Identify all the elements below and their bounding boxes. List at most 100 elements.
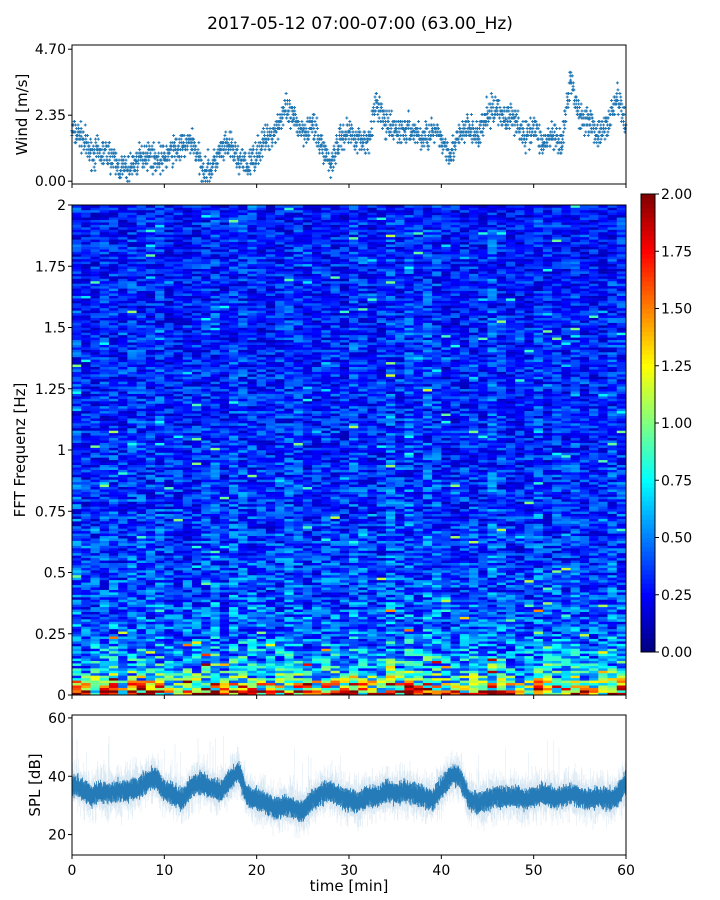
spectrogram-cell (192, 555, 202, 558)
spectrogram-cell (127, 538, 137, 541)
spectrogram-cell (174, 418, 184, 421)
spectrogram-cell (183, 587, 193, 590)
spectrogram-cell (127, 470, 137, 473)
spectrogram-cell (174, 374, 184, 377)
spectrogram-cell (164, 347, 174, 350)
spectrogram-cell (109, 252, 119, 255)
spectrogram-cell (164, 675, 174, 678)
spectrogram-cell (155, 291, 165, 294)
spectrogram-cell (201, 494, 211, 497)
spectrogram-cell (81, 577, 91, 580)
spectrogram-cell (174, 560, 184, 563)
spectrogram-cell (72, 384, 82, 387)
spectrogram-cell (137, 494, 147, 497)
spectrogram-cell (118, 475, 128, 478)
spectrogram-cell (174, 391, 184, 394)
spectrogram-cell (155, 536, 165, 539)
spectrogram-cell (174, 389, 184, 392)
spectrogram-cell (192, 604, 202, 607)
spectrogram-cell (146, 619, 156, 622)
spectrogram-cell (164, 406, 174, 409)
spectrogram-cell (146, 411, 156, 414)
spectrogram-cell (174, 428, 184, 431)
spectrogram-cell (118, 418, 128, 421)
spectrogram-cell (155, 568, 165, 571)
spectrogram-cell (90, 269, 100, 272)
spectrogram-cell (192, 511, 202, 514)
spectrogram-cell (127, 651, 137, 654)
spectrogram-cell (183, 631, 193, 634)
spectrogram-cell (72, 455, 82, 458)
spectrogram-cell (90, 489, 100, 492)
spectrogram-cell (146, 232, 156, 235)
spectrogram-cell (192, 391, 202, 394)
spectrogram-cell (127, 279, 137, 282)
spectrogram-cell (118, 234, 128, 237)
spectrogram-cell (146, 296, 156, 299)
spectrogram-cell (183, 470, 193, 473)
spectrogram-cell (81, 587, 91, 590)
spectrogram-cell (90, 271, 100, 274)
spectrogram-cell (183, 516, 193, 519)
spectrogram-cell (201, 582, 211, 585)
spectrogram-cell (174, 524, 184, 527)
spectrogram-cell (127, 445, 137, 448)
spectrogram-cell (100, 377, 110, 380)
spectrogram-cell (164, 688, 174, 691)
spectrogram-cell (192, 595, 202, 598)
spectrogram-cell (100, 565, 110, 568)
spectrogram-cell (118, 340, 128, 343)
spectrogram-cell (192, 479, 202, 482)
spectrogram-cell (81, 342, 91, 345)
spectrogram-cell (118, 577, 128, 580)
spectrogram-cell (118, 653, 128, 656)
spectrogram-cell (72, 445, 82, 448)
spectrogram-cell (90, 413, 100, 416)
spectrogram-cell (90, 239, 100, 242)
spectrogram-cell (100, 509, 110, 512)
spectrogram-cell (81, 462, 91, 465)
spectrogram-cell (192, 212, 202, 215)
spectrogram-cell (164, 448, 174, 451)
spectrogram-cell (100, 460, 110, 463)
spectrogram-cell (164, 612, 174, 615)
spectrogram-cell (137, 622, 147, 625)
spectrogram-cell (90, 283, 100, 286)
spectrogram-cell (100, 585, 110, 588)
spectrogram-cell (72, 430, 82, 433)
spectrogram-cell (81, 460, 91, 463)
spectrogram-cell (201, 421, 211, 424)
spectrogram-cell (100, 622, 110, 625)
spectrogram-cell (137, 668, 147, 671)
spectrogram-cell (81, 555, 91, 558)
spectrogram-cell (100, 646, 110, 649)
spectrogram-cell (174, 597, 184, 600)
spectrogram-cell (174, 342, 184, 345)
spectrogram-cell (183, 553, 193, 556)
spectrogram-cell (109, 602, 119, 605)
spectrogram-cell (127, 622, 137, 625)
spectrogram-cell (174, 347, 184, 350)
spectrogram-cell (201, 636, 211, 639)
spectrogram-cell (174, 587, 184, 590)
spectrogram-cell (127, 506, 137, 509)
spectrogram-cell (146, 668, 156, 671)
spectrogram-cell (146, 249, 156, 252)
spectrogram-cell (118, 318, 128, 321)
spectrogram-cell (72, 484, 82, 487)
spectrogram-cell (100, 595, 110, 598)
spectrogram-cell (137, 457, 147, 460)
spectrogram-cell (137, 266, 147, 269)
spectrogram-cell (183, 408, 193, 411)
spectrogram-cell (146, 644, 156, 647)
spectrogram-cell (127, 550, 137, 553)
spectrogram-cell (192, 470, 202, 473)
spectrogram-cell (72, 521, 82, 524)
spectrogram-cell (118, 372, 128, 375)
spectrogram-cell (118, 440, 128, 443)
spectrogram-cell (127, 619, 137, 622)
spectrogram-cell (118, 651, 128, 654)
spectrogram-cell (90, 651, 100, 654)
spectrogram-cell (90, 423, 100, 426)
spectrogram-cell (118, 212, 128, 215)
